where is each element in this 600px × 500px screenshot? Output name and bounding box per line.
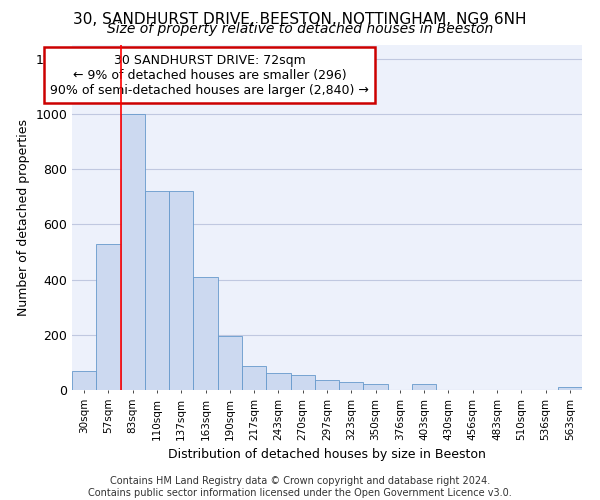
Bar xyxy=(169,192,193,390)
Bar xyxy=(290,375,315,390)
Bar xyxy=(339,382,364,390)
Bar xyxy=(558,387,582,390)
Bar xyxy=(242,366,266,390)
Text: Size of property relative to detached houses in Beeston: Size of property relative to detached ho… xyxy=(107,22,493,36)
Bar xyxy=(218,336,242,390)
Bar xyxy=(364,384,388,390)
Bar xyxy=(266,373,290,390)
Bar xyxy=(72,370,96,390)
Text: 30 SANDHURST DRIVE: 72sqm
← 9% of detached houses are smaller (296)
90% of semi-: 30 SANDHURST DRIVE: 72sqm ← 9% of detach… xyxy=(50,54,369,96)
Bar xyxy=(145,192,169,390)
X-axis label: Distribution of detached houses by size in Beeston: Distribution of detached houses by size … xyxy=(168,448,486,461)
Y-axis label: Number of detached properties: Number of detached properties xyxy=(17,119,30,316)
Bar xyxy=(121,114,145,390)
Text: 30, SANDHURST DRIVE, BEESTON, NOTTINGHAM, NG9 6NH: 30, SANDHURST DRIVE, BEESTON, NOTTINGHAM… xyxy=(73,12,527,26)
Bar xyxy=(315,380,339,390)
Bar xyxy=(96,244,121,390)
Bar xyxy=(412,384,436,390)
Bar xyxy=(193,277,218,390)
Text: Contains HM Land Registry data © Crown copyright and database right 2024.
Contai: Contains HM Land Registry data © Crown c… xyxy=(88,476,512,498)
